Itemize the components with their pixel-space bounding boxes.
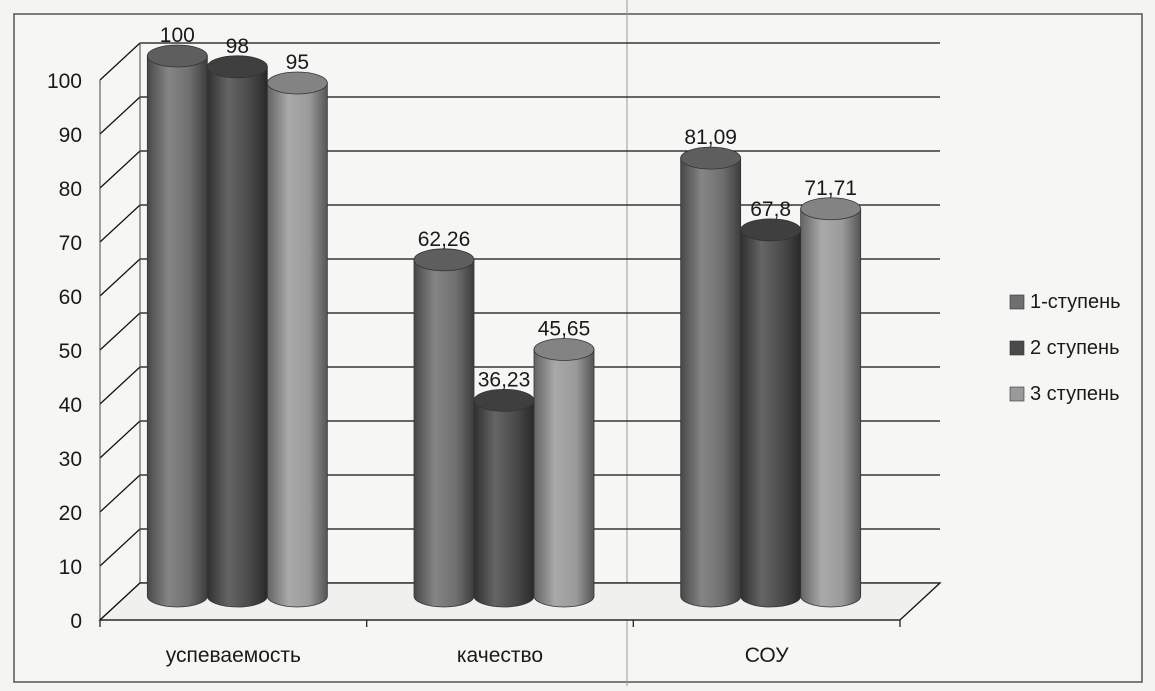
bar-top [413,248,475,272]
bar [266,71,328,608]
y-tick-label: 60 [59,286,82,309]
bar-body [473,399,535,608]
legend-item: 2 ступень [1009,337,1119,359]
bar-body [740,229,802,608]
gridline-side [99,312,141,351]
bar [680,146,742,608]
y-axis: 0 10 20 30 40 50 60 70 80 90 100 [47,43,141,633]
gridline-side [99,258,141,297]
bar [473,388,535,608]
bar [206,55,268,608]
bars [146,44,862,608]
legend-label: 1-ступень [1030,291,1121,313]
y-tick-label: 50 [59,340,82,363]
gridline-side [99,204,141,243]
data-label: 62,26 [418,228,471,251]
bar-body [413,259,475,608]
bar-body [266,82,328,608]
legend-swatch [1009,340,1025,356]
bar [533,338,595,608]
y-tick-label: 70 [59,232,82,255]
gridline-side [99,42,141,81]
bar [740,218,802,608]
y-tick-label: 10 [59,556,82,579]
y-tick-label: 0 [70,610,82,633]
data-label: 81,09 [684,126,737,149]
data-label: 100 [160,24,195,47]
bar-top [266,71,328,95]
legend-swatch [1009,386,1025,402]
bar-top [800,197,862,221]
gridline-side [99,528,141,567]
y-tick-label: 100 [47,70,82,93]
bar-body [680,157,742,608]
bar-top [206,55,268,79]
x-axis: успеваемость качество СОУ [99,619,901,667]
y-tick-label: 80 [59,178,82,201]
bar-body [206,66,268,608]
x-category-label: успеваемость [166,644,301,667]
gridline-side [99,150,141,189]
data-label: 45,65 [538,317,591,340]
data-labels: 100 98 95 62,26 36,23 45,65 81,09 67,8 71,71 [160,24,857,391]
y-tick-label: 30 [59,448,82,471]
bar-body [146,55,208,608]
y-tick-label: 40 [59,394,82,417]
data-label: 98 [226,35,249,58]
bar [413,248,475,608]
bar-top [680,146,742,170]
legend-label: 3 ступень [1030,383,1119,405]
x-category-label: качество [457,644,543,667]
x-category-label: СОУ [745,644,790,667]
gridline-side [99,366,141,405]
bar-top [473,388,535,412]
legend-item: 3 ступень [1009,383,1119,405]
data-label: 95 [286,51,309,74]
legend-label: 2 ступень [1030,337,1119,359]
gridline-side [99,96,141,135]
bar-top [740,218,802,242]
legend: 1-ступень 2 ступень 3 ступень [1009,291,1121,405]
gridline-side [99,420,141,459]
legend-swatch [1009,294,1025,310]
gridline-side [99,474,141,513]
data-label: 67,8 [750,198,791,221]
bar-top [146,44,208,68]
bar-top [533,338,595,361]
y-tick-label: 90 [59,124,82,147]
legend-item: 1-ступень [1009,291,1121,313]
bar-body [800,208,862,608]
y-tick-label: 20 [59,502,82,525]
bar [146,44,208,608]
data-label: 71,71 [804,177,857,200]
bar-body [533,349,595,608]
data-label: 36,23 [478,368,531,391]
bar [800,197,862,608]
